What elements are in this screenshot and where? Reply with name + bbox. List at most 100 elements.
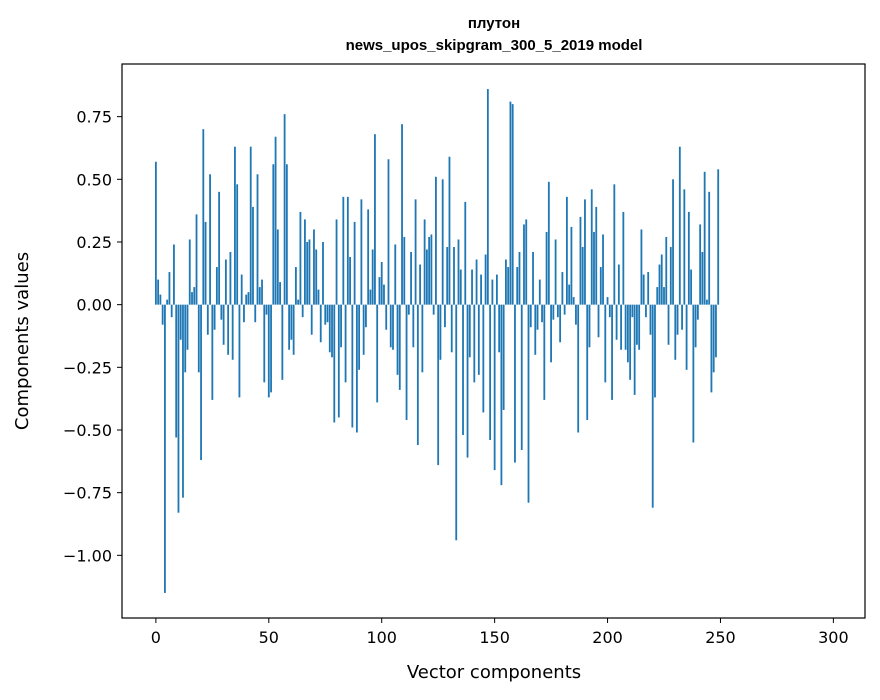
bar-component-133 bbox=[455, 304, 458, 541]
bar-component-200 bbox=[606, 297, 609, 305]
bar-component-78 bbox=[331, 304, 333, 358]
bar-component-55 bbox=[279, 282, 281, 305]
bar-component-18 bbox=[195, 214, 198, 305]
plot-frame bbox=[121, 63, 866, 619]
bar-component-26 bbox=[213, 304, 216, 330]
bar-component-211 bbox=[631, 304, 634, 318]
bar-component-79 bbox=[333, 304, 336, 423]
bar-component-8 bbox=[173, 244, 175, 305]
y-tick-label: 0.25 bbox=[76, 233, 112, 252]
bar-component-249 bbox=[717, 169, 720, 305]
bar-component-25 bbox=[211, 304, 214, 400]
bar-component-103 bbox=[387, 159, 390, 305]
bar-component-142 bbox=[475, 259, 478, 305]
bar-component-245 bbox=[708, 191, 711, 305]
bar-component-11 bbox=[179, 304, 182, 340]
bar-component-123 bbox=[432, 304, 435, 315]
bar-component-155 bbox=[505, 259, 507, 305]
bar-component-194 bbox=[593, 231, 595, 305]
bar-component-219 bbox=[649, 304, 652, 335]
bar-component-199 bbox=[604, 304, 607, 383]
bar-component-156 bbox=[507, 267, 510, 305]
x-tick-label: 250 bbox=[705, 628, 736, 647]
bar-component-181 bbox=[563, 304, 566, 315]
bar-component-146 bbox=[484, 254, 487, 305]
bar-component-182 bbox=[565, 196, 568, 305]
bar-component-225 bbox=[663, 287, 665, 305]
bar-component-63 bbox=[297, 299, 300, 305]
bar-component-20 bbox=[200, 304, 202, 461]
bar-component-105 bbox=[392, 304, 394, 350]
bar-component-173 bbox=[545, 231, 548, 305]
bar-component-37 bbox=[238, 304, 241, 398]
bar-component-110 bbox=[403, 236, 406, 305]
bar-component-106 bbox=[394, 244, 397, 305]
bar-component-108 bbox=[398, 304, 401, 390]
bar-component-61 bbox=[292, 304, 295, 355]
bar-component-96 bbox=[371, 249, 374, 305]
bar-component-189 bbox=[581, 247, 584, 305]
bar-component-87 bbox=[351, 304, 354, 428]
bar-component-45 bbox=[256, 174, 259, 305]
x-tick-label: 300 bbox=[818, 628, 849, 647]
bar-component-139 bbox=[468, 304, 471, 358]
bar-component-124 bbox=[435, 176, 437, 305]
bar-component-48 bbox=[263, 304, 266, 383]
bar-component-239 bbox=[694, 304, 697, 348]
bar-component-128 bbox=[444, 304, 446, 328]
bar-component-213 bbox=[636, 304, 638, 345]
bar-component-112 bbox=[407, 304, 410, 315]
bar-component-6 bbox=[168, 272, 171, 305]
y-axis-label: Components values bbox=[12, 252, 33, 430]
bar-component-161 bbox=[518, 252, 521, 305]
bar-component-65 bbox=[301, 304, 304, 318]
bar-component-41 bbox=[247, 292, 250, 305]
bar-component-195 bbox=[595, 206, 598, 305]
bar-component-247 bbox=[712, 304, 715, 373]
bar-component-2 bbox=[159, 294, 162, 305]
bar-component-24 bbox=[209, 174, 211, 305]
bar-component-188 bbox=[579, 216, 582, 305]
bar-component-46 bbox=[258, 287, 261, 305]
bar-component-212 bbox=[633, 304, 636, 395]
bar-component-95 bbox=[369, 289, 372, 305]
bar-component-215 bbox=[640, 229, 643, 305]
bar-component-34 bbox=[231, 304, 234, 360]
bar-component-29 bbox=[220, 304, 223, 320]
bar-component-162 bbox=[520, 304, 523, 451]
bar-component-235 bbox=[685, 304, 688, 370]
bar-component-27 bbox=[215, 267, 218, 305]
bar-component-69 bbox=[310, 304, 313, 335]
bar-component-234 bbox=[683, 189, 686, 305]
bar-component-206 bbox=[620, 304, 622, 350]
bar-component-130 bbox=[448, 156, 451, 305]
bar-component-81 bbox=[337, 304, 340, 418]
bar-component-136 bbox=[462, 304, 464, 435]
bar-component-221 bbox=[654, 304, 656, 398]
bar-component-169 bbox=[536, 304, 539, 330]
bar-component-229 bbox=[672, 179, 674, 305]
bar-component-149 bbox=[491, 279, 494, 305]
bar-component-140 bbox=[471, 269, 473, 305]
bar-component-101 bbox=[383, 284, 385, 305]
bar-component-58 bbox=[285, 164, 288, 305]
bar-component-244 bbox=[706, 299, 708, 305]
bar-component-167 bbox=[532, 252, 534, 305]
bar-component-22 bbox=[204, 221, 207, 305]
bar-component-7 bbox=[170, 304, 173, 318]
bar-component-180 bbox=[561, 272, 564, 305]
bar-component-33 bbox=[229, 252, 232, 305]
bar-component-196 bbox=[597, 304, 600, 338]
bar-component-203 bbox=[613, 184, 616, 305]
bar-component-233 bbox=[681, 304, 683, 330]
bar-component-116 bbox=[416, 304, 419, 446]
bar-component-125 bbox=[437, 304, 440, 466]
bar-component-175 bbox=[550, 304, 552, 363]
chart-title-line-1: плутон bbox=[468, 15, 520, 32]
bar-component-117 bbox=[419, 264, 422, 305]
bar-component-220 bbox=[651, 304, 654, 508]
bar-component-147 bbox=[486, 89, 489, 305]
bar-component-135 bbox=[459, 269, 462, 305]
bar-component-152 bbox=[498, 304, 501, 353]
